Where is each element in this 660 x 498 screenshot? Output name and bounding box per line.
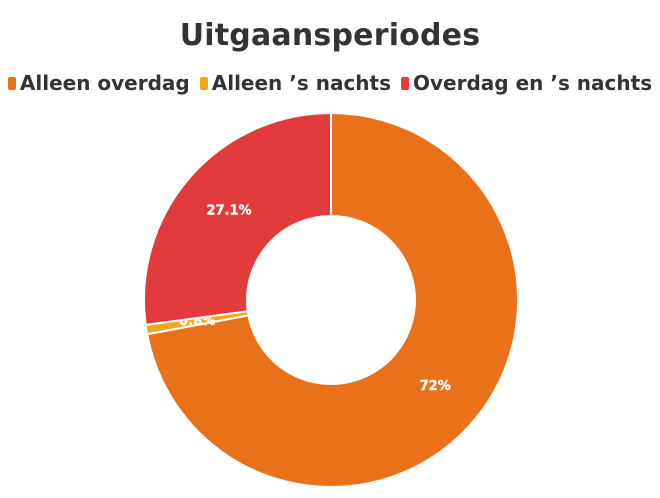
legend-label: Alleen ’s nachts xyxy=(211,71,392,95)
legend-label: Overdag en ’s nachts xyxy=(413,71,653,95)
legend-label: Alleen overdag xyxy=(19,71,190,95)
donut-slice[interactable] xyxy=(145,111,519,488)
legend-swatch xyxy=(401,76,410,90)
slice-data-label: 27.1% xyxy=(206,203,251,218)
chart-title: Uitgaansperiodes xyxy=(179,18,481,53)
legend-swatch xyxy=(7,76,16,90)
legend-item-alleen-s-nachts[interactable]: Alleen ’s nachts xyxy=(199,71,392,95)
legend-item-overdag-en-s-nachts[interactable]: Overdag en ’s nachts xyxy=(401,71,652,95)
legend-swatch xyxy=(199,76,208,90)
slice-data-label: 72% xyxy=(420,379,451,394)
chart-legend: Alleen overdag Alleen ’s nachts Overdag … xyxy=(0,71,660,95)
legend-item-alleen-overdag[interactable]: Alleen overdag xyxy=(7,71,190,95)
donut-slice[interactable] xyxy=(143,111,332,327)
